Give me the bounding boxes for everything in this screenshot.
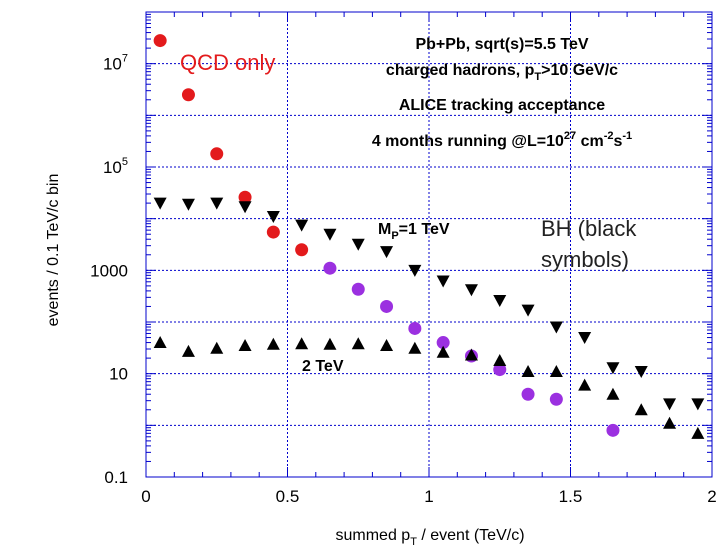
x-tick-label: 0 (141, 487, 150, 506)
data-point-circle (408, 321, 422, 335)
data-point-circle (295, 243, 309, 257)
data-point-triangle-up (634, 403, 648, 416)
x-tick-label: 1 (424, 487, 433, 506)
data-point-triangle-up (436, 345, 450, 358)
x-tick-label: 2 (707, 487, 716, 506)
series-1 (323, 261, 620, 437)
data-point-triangle-down (295, 219, 309, 232)
data-point-triangle-down (521, 304, 535, 317)
data-point-circle (210, 147, 224, 161)
data-marks (153, 34, 705, 439)
grid-lines (146, 12, 712, 477)
data-point-triangle-up (606, 387, 620, 400)
data-point-triangle-down (493, 295, 507, 308)
series-3 (153, 336, 705, 439)
data-point-triangle-up (153, 336, 167, 349)
data-point-triangle-down (578, 332, 592, 345)
data-point-triangle-down (323, 228, 337, 241)
series-2 (153, 197, 705, 411)
data-point-circle (266, 225, 280, 239)
data-point-triangle-up (210, 341, 224, 354)
series-0 (153, 34, 309, 257)
data-point-circle (521, 387, 535, 401)
data-point-circle (351, 282, 365, 296)
data-point-circle (153, 34, 167, 48)
data-point-triangle-down (181, 198, 195, 211)
data-point-triangle-up (323, 337, 337, 350)
data-point-triangle-up (578, 378, 592, 391)
y-tick-label: 107 (103, 53, 128, 74)
two-tev-label: 2 TeV (302, 358, 344, 375)
data-point-circle (436, 336, 450, 350)
data-point-circle (380, 299, 394, 313)
data-point-triangle-up (380, 339, 394, 352)
data-point-triangle-up (181, 344, 195, 357)
data-point-triangle-down (408, 264, 422, 277)
info-line-1: Pb+Pb, sqrt(s)=5.5 TeV (415, 36, 588, 53)
data-point-triangle-up (691, 426, 705, 439)
data-point-circle (323, 261, 337, 275)
data-point-circle (181, 88, 195, 102)
data-point-triangle-down (266, 211, 280, 224)
data-point-triangle-down (351, 238, 365, 251)
data-point-triangle-down (153, 197, 167, 210)
y-tick-label: 10 (109, 365, 128, 384)
x-tick-labels: 0 0.5 1 1.5 2 (141, 487, 716, 506)
data-point-circle (493, 363, 507, 377)
mp-1tev-label: MP=1 TeV (378, 221, 450, 242)
data-point-triangle-up (549, 365, 563, 378)
bh-label-line-2: symbols) (541, 247, 629, 272)
info-line-2: charged hadrons, pT>10 GeV/c (386, 62, 618, 83)
data-point-triangle-up (266, 337, 280, 350)
y-axis-title: events / 0.1 TeV/c bin (45, 174, 62, 327)
data-point-triangle-down (606, 362, 620, 375)
data-point-triangle-down (238, 201, 252, 214)
data-point-triangle-up (663, 416, 677, 429)
axis-ticks (145, 11, 713, 478)
data-point-triangle-down (464, 284, 478, 297)
data-point-triangle-up (493, 353, 507, 366)
x-tick-label: 0.5 (276, 487, 300, 506)
data-point-triangle-down (549, 321, 563, 334)
data-point-triangle-down (436, 275, 450, 288)
bh-label-line-1: BH (black (541, 216, 637, 241)
data-point-triangle-down (634, 366, 648, 379)
data-point-triangle-down (691, 398, 705, 411)
x-tick-label: 1.5 (559, 487, 583, 506)
info-line-3: ALICE tracking acceptance (399, 97, 605, 114)
data-point-triangle-up (351, 337, 365, 350)
y-tick-label: 105 (103, 156, 128, 177)
x-axis-title: summed pT / event (TeV/c) (335, 527, 524, 548)
qcd-only-label: QCD only (180, 50, 275, 75)
data-point-triangle-up (408, 341, 422, 354)
data-point-circle (238, 190, 252, 204)
data-point-triangle-down (380, 246, 394, 259)
data-point-triangle-up (238, 339, 252, 352)
data-point-triangle-up (521, 365, 535, 378)
data-point-circle (549, 392, 563, 406)
data-point-circle (606, 423, 620, 437)
data-point-triangle-up (295, 337, 309, 350)
data-point-triangle-down (210, 197, 224, 210)
data-point-triangle-down (663, 398, 677, 411)
y-tick-label: 0.1 (104, 468, 128, 487)
y-tick-label: 1000 (90, 261, 128, 280)
data-point-triangle-up (464, 348, 478, 361)
y-tick-labels: 0.1 10 1000 105 107 (90, 53, 128, 487)
info-line-4: 4 months running @L=1027 cm-2s-1 (372, 130, 632, 150)
